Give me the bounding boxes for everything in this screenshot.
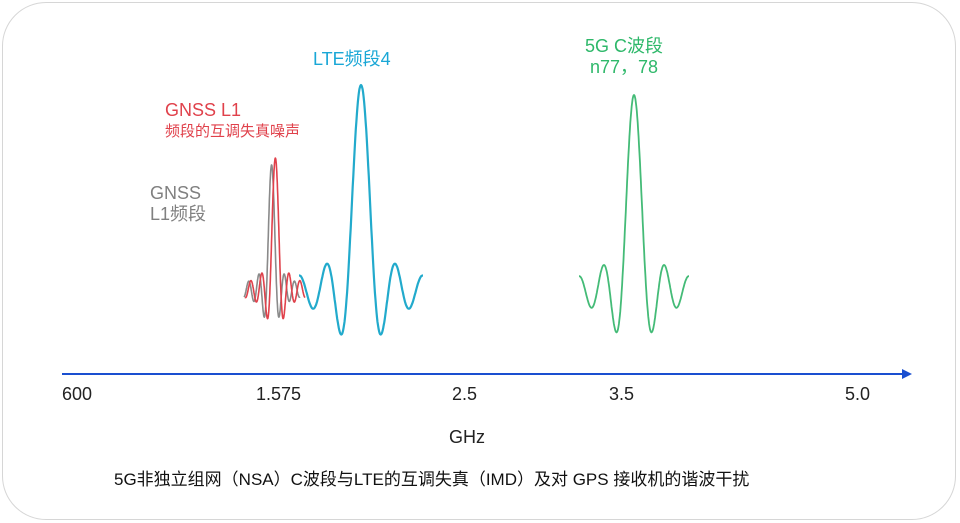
gnss-label-line2: L1频段 [150, 203, 207, 224]
lte-band-waveform [298, 83, 424, 336]
gnss-imd-label-line2: 频段的互调失真噪声 [165, 122, 301, 140]
gnss-imd-label-line1: GNSS L1 [165, 100, 242, 120]
nr-label-line1: 5G C波段 [585, 36, 664, 56]
tick-label-2-5: 2.5 [452, 384, 478, 404]
tick-label-3-5: 3.5 [609, 384, 635, 404]
figure-caption: 5G非独立组网（NSA）C波段与LTE的互调失真（IMD）及对 GPS 接收机的… [114, 470, 750, 489]
nr-label-line2: n77，78 [589, 56, 659, 77]
tick-label-600: 600 [62, 384, 93, 404]
gnss-band-waveform [243, 164, 301, 319]
nr-band-waveform [578, 94, 690, 334]
nr-label: 5G C波段 n77，78 [585, 36, 663, 77]
tick-label-1575: 1.575 [256, 384, 302, 404]
lte-label: LTE频段4 [313, 49, 391, 69]
gnss-imd-waveform [244, 157, 306, 320]
tick-label-5-0: 5.0 [845, 384, 871, 404]
gnss-label: GNSS L1频段 [150, 183, 206, 224]
axis-unit-label: GHz [449, 427, 485, 447]
gnss-label-line1: GNSS [150, 183, 202, 203]
gnss-imd-label: GNSS L1 频段的互调失真噪声 [165, 100, 300, 140]
